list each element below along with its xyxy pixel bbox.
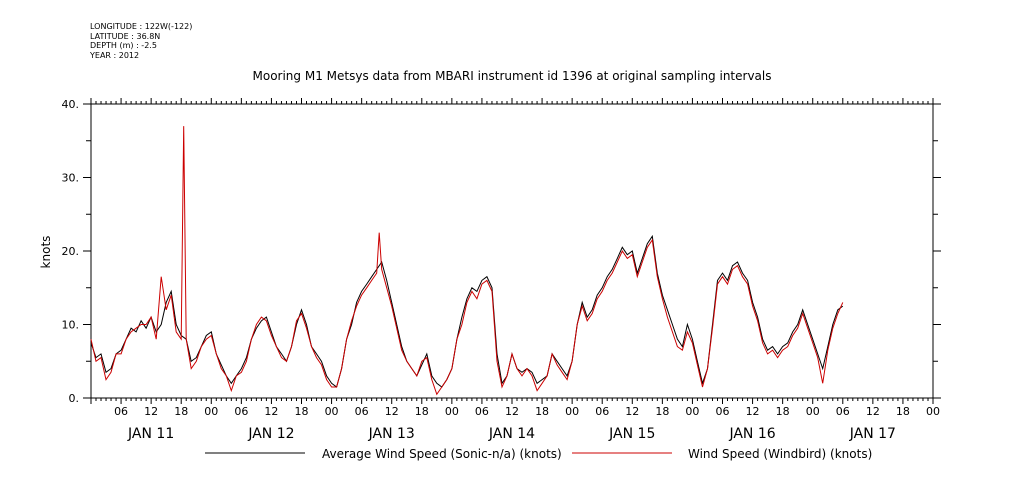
- longitude-text: LONGITUDE : 122W(-122): [90, 22, 193, 31]
- x-tick-label: 12: [866, 405, 880, 418]
- day-label: JAN 17: [849, 426, 896, 442]
- y-tick-label: 10.: [62, 319, 80, 332]
- x-tick-label: 12: [746, 405, 760, 418]
- day-label: JAN 14: [488, 426, 535, 442]
- x-tick-label: 00: [204, 405, 218, 418]
- x-tick-label: 06: [355, 405, 369, 418]
- x-tick-label: 18: [776, 405, 790, 418]
- year-text: YEAR : 2012: [90, 50, 140, 60]
- y-tick-label: 40.: [62, 98, 80, 111]
- x-tick-label: 06: [595, 405, 609, 418]
- x-tick-label: 00: [565, 405, 579, 418]
- day-label: JAN 13: [368, 426, 415, 442]
- latitude-text: LATITUDE : 36.8N: [90, 31, 161, 41]
- x-tick-label: 12: [144, 405, 158, 418]
- depth-text: DEPTH (m) : -2.5: [90, 41, 157, 50]
- day-label: JAN 16: [728, 426, 775, 442]
- x-tick-label: 06: [234, 405, 248, 418]
- day-label: JAN 11: [127, 426, 174, 442]
- x-tick-label: 00: [685, 405, 699, 418]
- x-tick-label: 06: [716, 405, 730, 418]
- axes-group: 06 12 18 00 06 12 18 00 06 12 18 00 06 12 18 00 06 12 18 00…: [62, 98, 941, 442]
- x-tick-label: 18: [415, 405, 429, 418]
- legend-label-average-wind: Average Wind Speed (Sonic-n/a) (knots): [322, 447, 562, 461]
- x-tick-label: 12: [385, 405, 399, 418]
- x-tick-label: 06: [114, 405, 128, 418]
- y-axis-label: knots: [39, 236, 53, 269]
- x-tick-label: 12: [505, 405, 519, 418]
- x-tick-label: 18: [896, 405, 910, 418]
- day-label: JAN 15: [608, 426, 655, 442]
- legend: Average Wind Speed (Sonic-n/a) (knots) W…: [205, 447, 872, 461]
- x-tick-label: 06: [475, 405, 489, 418]
- x-tick-label: 18: [295, 405, 309, 418]
- x-tick-label: 18: [655, 405, 669, 418]
- x-tick-label: 00: [926, 405, 940, 418]
- day-label: JAN 12: [247, 426, 294, 442]
- legend-label-windbird: Wind Speed (Windbird) (knots): [688, 447, 872, 461]
- series-layer: [90, 126, 844, 396]
- x-tick-label: 06: [836, 405, 850, 418]
- x-tick-label: 12: [625, 405, 639, 418]
- y-tick-label: 30.: [62, 172, 80, 185]
- x-tick-label: 00: [445, 405, 459, 418]
- x-tick-label: 00: [806, 405, 820, 418]
- chart-title: Mooring M1 Metsys data from MBARI instru…: [253, 69, 772, 83]
- series-line-average-wind: [90, 234, 844, 388]
- x-tick-label: 18: [535, 405, 549, 418]
- y-tick-label: 0.: [69, 392, 80, 405]
- metadata-block: LONGITUDE : 122W(-122) LATITUDE : 36.8N …: [90, 22, 192, 60]
- x-tick-label: 00: [325, 405, 339, 418]
- x-tick-label: 18: [174, 405, 188, 418]
- y-tick-label: 20.: [62, 245, 80, 258]
- series-line-windbird: [90, 126, 844, 396]
- x-tick-label: 12: [264, 405, 278, 418]
